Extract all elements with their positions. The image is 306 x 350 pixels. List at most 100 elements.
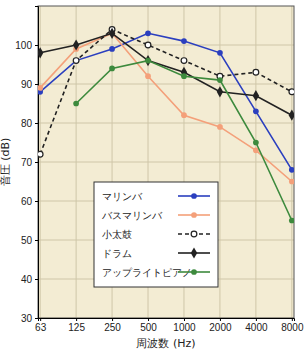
marker [109, 46, 115, 52]
tick: 100 [15, 40, 38, 51]
marker [253, 140, 259, 146]
tick-mark [40, 318, 41, 321]
tick-mark [35, 162, 38, 163]
tick-label: 2000 [209, 322, 232, 333]
marker [181, 112, 187, 118]
series-line [40, 33, 292, 115]
tick: 1000 [173, 318, 196, 333]
plot-frame [38, 6, 294, 318]
x-axis: 63 125 250 500 1000 2000 4000 8000 [35, 318, 304, 333]
tick-mark [35, 279, 38, 280]
legend-marker [191, 212, 197, 218]
tick-label: 4000 [245, 322, 268, 333]
marker [109, 66, 115, 72]
legend-box [94, 182, 218, 287]
marker [253, 69, 259, 75]
tick: 4000 [245, 318, 268, 333]
chart: 30 40 50 60 70 80 90 100 63 125 250 500 1000 2000 4000… [0, 0, 306, 350]
tick: 40 [21, 274, 38, 285]
tick: 80 [21, 118, 38, 129]
tick: 70 [21, 157, 38, 168]
marker [181, 73, 187, 79]
marker [145, 55, 151, 66]
marker [217, 86, 223, 97]
marker [181, 58, 187, 64]
tick-mark [35, 318, 38, 319]
tick-label: 100 [15, 40, 32, 51]
tick-mark [35, 123, 38, 124]
tick-mark [292, 318, 293, 321]
tick-label: 125 [68, 322, 85, 333]
marker [73, 101, 79, 107]
tick-mark [220, 318, 221, 321]
marker [253, 108, 259, 114]
grid-line [76, 6, 77, 318]
tick-mark [184, 318, 185, 321]
marker [289, 89, 294, 95]
tick-label: 30 [21, 313, 33, 324]
series-line [40, 29, 292, 154]
marker [145, 42, 151, 48]
marker [73, 58, 79, 64]
tick-label: 50 [21, 235, 33, 246]
tick-mark [35, 201, 38, 202]
tick: 250 [104, 318, 121, 333]
marker [73, 58, 79, 64]
tick: 2000 [209, 318, 232, 333]
marker [38, 151, 43, 157]
grid [38, 6, 294, 318]
legend-marker [191, 231, 197, 237]
axis-line [35, 7, 39, 319]
legend-label: 小太鼓 [102, 229, 132, 240]
tick-label: 63 [35, 322, 47, 333]
tick-mark [256, 318, 257, 321]
tick-label: 90 [21, 79, 33, 90]
marker [289, 167, 294, 173]
legend-label: マリンバ [102, 191, 143, 202]
marker [73, 39, 79, 50]
marker [289, 218, 294, 224]
legend-marker [191, 193, 197, 199]
tick-mark [112, 318, 113, 321]
series-line [40, 33, 292, 170]
axis-line [39, 319, 295, 322]
tick-mark [35, 45, 38, 46]
marker [181, 38, 187, 44]
marker [217, 124, 223, 130]
tick: 60 [21, 196, 38, 207]
y-axis-title: 音圧 (dB) [0, 138, 12, 187]
marker [253, 90, 259, 101]
marker [145, 73, 151, 79]
legend: マリンババスマリンバ小太鼓ドラムアップライトピアノ [94, 182, 218, 287]
marker [217, 77, 223, 83]
grid-line [255, 6, 256, 318]
legend-marker [191, 247, 197, 258]
tick-label: 80 [21, 118, 33, 129]
tick: 8000 [281, 318, 304, 333]
marker [38, 85, 43, 91]
plot-background [38, 6, 294, 318]
tick-mark [148, 318, 149, 321]
tick-label: 60 [21, 196, 33, 207]
marker [217, 50, 223, 56]
series-line [76, 61, 292, 221]
grid-line [291, 6, 292, 318]
tick-mark [76, 318, 77, 321]
series-line [40, 33, 292, 181]
tick: 90 [21, 79, 38, 90]
marker [38, 47, 43, 58]
marker [109, 28, 115, 39]
marker [145, 58, 151, 64]
tick: 500 [140, 318, 157, 333]
tick-mark [35, 240, 38, 241]
y-axis: 30 40 50 60 70 80 90 100 [15, 7, 38, 324]
tick-label: 250 [104, 322, 121, 333]
marker [289, 110, 294, 121]
tick: 50 [21, 235, 38, 246]
tick-label: 500 [140, 322, 157, 333]
legend-label: バスマリンバ [101, 210, 163, 221]
tick: 63 [35, 318, 47, 333]
tick-label: 1000 [173, 322, 196, 333]
marker [289, 179, 294, 185]
tick-label: 8000 [281, 322, 304, 333]
